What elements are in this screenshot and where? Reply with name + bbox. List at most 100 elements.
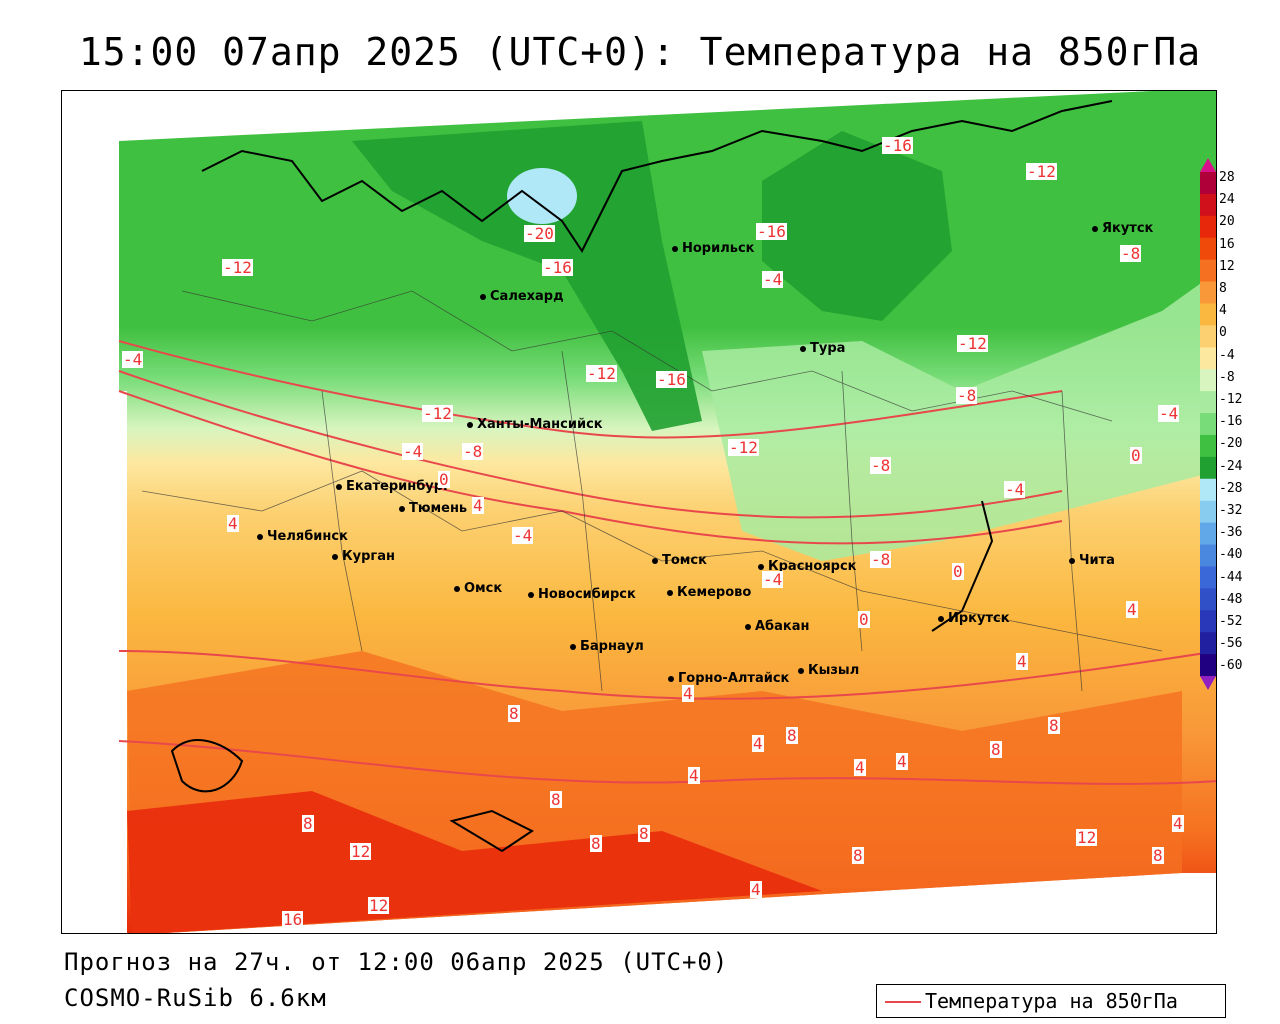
city-salekhard: Салехард	[480, 289, 564, 304]
colorbar-tick-label: 0	[1219, 325, 1227, 341]
isoline-label: -4	[122, 350, 144, 369]
city-yekaterinburg: Екатеринбург	[336, 479, 450, 494]
colorbar-tick-label: -32	[1219, 503, 1243, 518]
colorbar-top-arrow	[1200, 158, 1216, 172]
isoline-label: 4	[472, 496, 484, 515]
colorbar-swatch	[1200, 303, 1216, 326]
isoline-label: 4	[1172, 814, 1184, 833]
legend-box: Температура на 850гПа	[876, 984, 1226, 1018]
colorbar-swatch	[1200, 588, 1216, 611]
coldest-spot	[507, 168, 577, 224]
isoline-label: 4	[752, 734, 764, 753]
isoline-label: 8	[1152, 846, 1164, 865]
colorbar-tick-label: -44	[1219, 569, 1243, 585]
isoline-label: 4	[227, 514, 239, 533]
isoline-label: -8	[870, 550, 892, 569]
isoline-label: 16	[282, 910, 304, 929]
city-kemerovo: Кемерово	[667, 585, 751, 600]
isoline-label: -16	[542, 258, 573, 277]
colorbar-swatch	[1200, 434, 1216, 458]
isoline-label: 8	[990, 740, 1002, 759]
colorbar-swatch	[1200, 413, 1216, 436]
colorbar-tick-label: 20	[1219, 214, 1235, 230]
isoline-label: 8	[508, 704, 520, 723]
isoline-label: -16	[756, 222, 787, 241]
isoline-label: 0	[438, 470, 450, 489]
legend-line-swatch	[885, 1001, 921, 1003]
colorbar-tick-label: -40	[1219, 547, 1243, 563]
isoline-label: 4	[1126, 600, 1138, 619]
admin-borders	[141, 290, 1163, 692]
isoline-label: 4	[688, 766, 700, 785]
colorbar-swatch	[1200, 632, 1216, 655]
colorbar-tick-label: -48	[1219, 591, 1243, 607]
city-gorno-altaysk: Горно-Алтайск	[668, 671, 789, 686]
isoline-label: -8	[956, 386, 978, 405]
city-abakan: Абакан	[745, 619, 810, 634]
colorbar-swatch	[1200, 654, 1216, 677]
isoline-label: 8	[550, 790, 562, 809]
cold-zone-west	[352, 121, 702, 431]
isoline-label: 12	[1076, 828, 1098, 847]
colorbar-swatch	[1200, 500, 1216, 524]
map-title: 15:00 07апр 2025 (UTC+0): Температура на…	[78, 30, 1202, 74]
colorbar-tick-label: -20	[1219, 436, 1243, 452]
isoline-label: 12	[368, 896, 390, 915]
city-krasnoyarsk: Красноярск	[758, 559, 857, 574]
temperature-field	[118, 91, 1216, 933]
colorbar-tick-label: -16	[1219, 414, 1243, 430]
isoline-label: -8	[1120, 244, 1142, 263]
isoline-label: -4	[1004, 480, 1026, 499]
city-tomsk: Томск	[652, 553, 707, 568]
city-kyzyl: Кызыл	[798, 663, 859, 678]
city-barnaul: Барнаул	[570, 639, 644, 654]
city-chelyabinsk: Челябинск	[257, 529, 348, 544]
isoline-label: -4	[512, 526, 534, 545]
colorbar-swatch	[1200, 456, 1216, 480]
city-yakutsk: Якутск	[1092, 221, 1153, 236]
colorbar-tick-label: -56	[1219, 636, 1243, 652]
isoline-label: -4	[402, 442, 424, 461]
colorbar-swatch	[1200, 544, 1216, 567]
isoline-label: 4	[682, 684, 694, 703]
temperature-map[interactable]: Якутск Норильск Салехард Тура Ханты-Манс…	[61, 90, 1217, 934]
colorbar-swatch	[1200, 237, 1216, 261]
colorbar-tick-label: -12	[1219, 392, 1243, 407]
isoline-label: -4	[762, 570, 784, 589]
isoline-label: -12	[957, 334, 988, 353]
colorbar-swatch	[1200, 172, 1216, 195]
colorbar-swatch	[1200, 193, 1216, 217]
isoline-label: 0	[1130, 446, 1142, 465]
isoline-label: -8	[462, 442, 484, 461]
colorbar-swatch	[1200, 391, 1216, 414]
city-kurgan: Курган	[332, 549, 395, 564]
city-khanty-mansiysk: Ханты-Мансийск	[467, 417, 603, 432]
model-name: COSMO-RuSib 6.6км	[64, 984, 327, 1012]
colorbar-tick-label: 12	[1219, 258, 1235, 274]
city-chita: Чита	[1069, 553, 1115, 568]
colorbar-tick-label: -28	[1219, 480, 1243, 496]
forecast-info: Прогноз на 27ч. от 12:00 06апр 2025 (UTC…	[64, 948, 729, 976]
colorbar-swatch	[1200, 325, 1216, 348]
isoline-label: 8	[590, 834, 602, 853]
colorbar-swatch	[1200, 369, 1216, 392]
isoline-label: -20	[524, 224, 555, 243]
isoline-label: -4	[762, 270, 784, 289]
colorbar-tick-label: 28	[1219, 170, 1235, 185]
city-tyumen: Тюмень	[399, 501, 467, 516]
colorbar	[1200, 158, 1216, 690]
isoline-label: 8	[302, 814, 314, 833]
isoline-label: 0	[952, 562, 964, 581]
isoline-label: -12	[1026, 162, 1057, 181]
isoline-label: -12	[728, 438, 759, 457]
isoline-label: 8	[638, 824, 650, 843]
colorbar-tick-label: 24	[1219, 192, 1235, 208]
colorbar-swatch	[1200, 478, 1216, 502]
city-norilsk: Норильск	[672, 241, 755, 256]
colorbar-swatch	[1200, 522, 1216, 546]
colorbar-tick-label: -24	[1219, 458, 1243, 474]
isoline-label: -16	[882, 136, 913, 155]
colorbar-swatch	[1200, 610, 1216, 633]
colorbar-tick-label: -60	[1219, 658, 1243, 674]
colorbar-tick-label: -36	[1219, 525, 1243, 541]
